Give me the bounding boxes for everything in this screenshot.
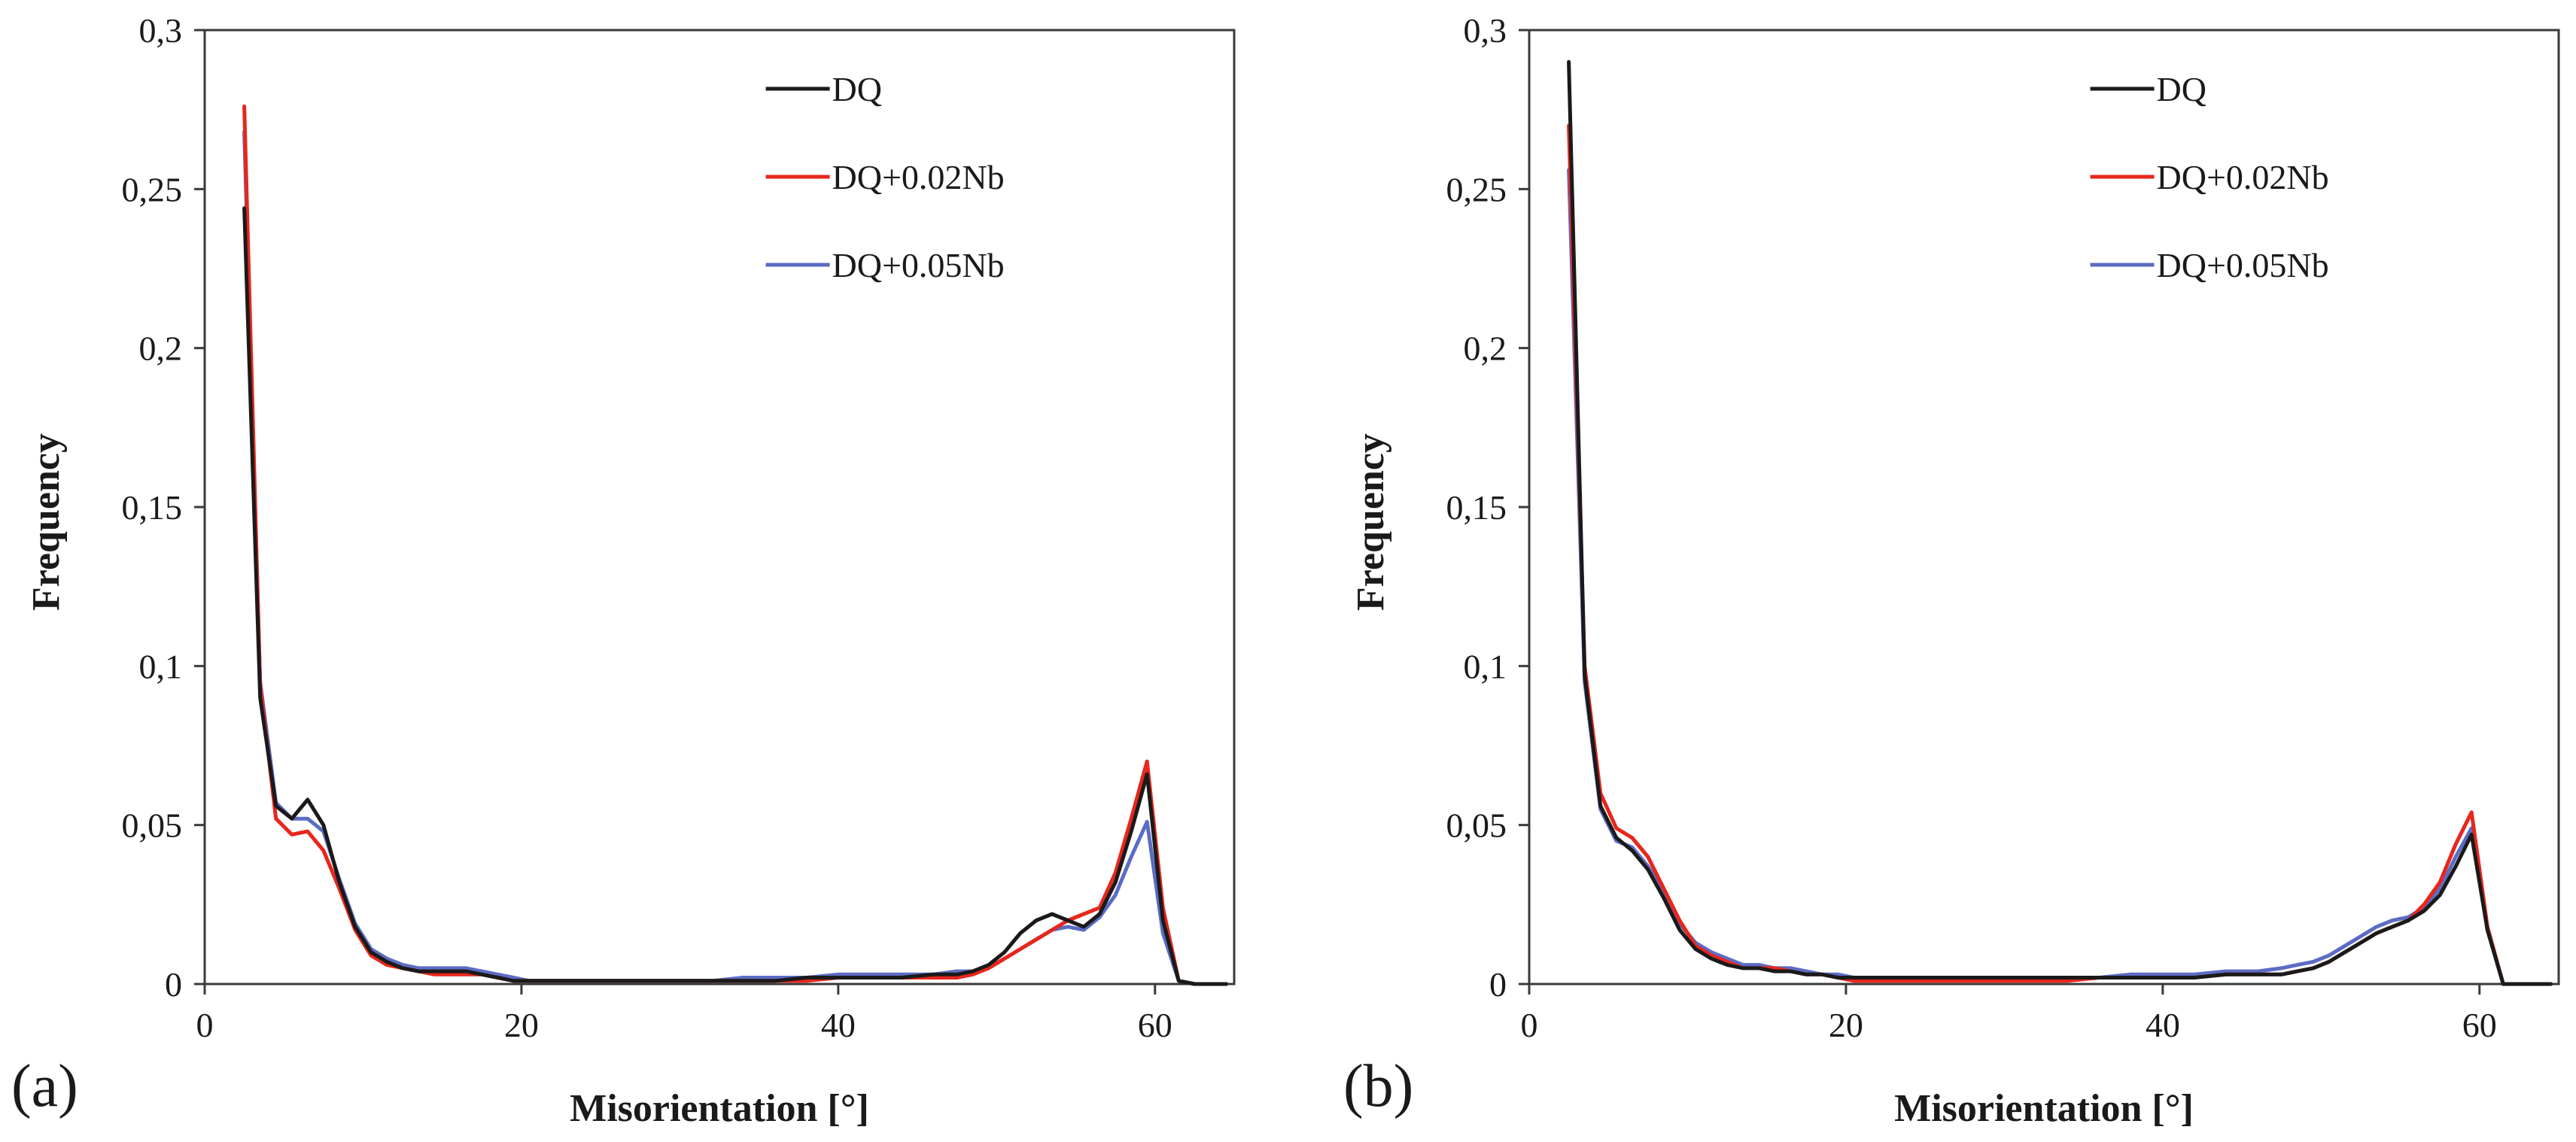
legend-label-dq-0-05nb: DQ+0.05Nb (2157, 246, 2329, 284)
y-tick-label: 0,3 (1464, 11, 1507, 50)
chart-panel-b: 0 0,05 0,1 0,15 0,2 0,25 0,3 0 20 40 60 Misorientat… (1343, 11, 2560, 1130)
plot-frame (1528, 29, 2560, 986)
y-tick-label: 0,05 (1446, 806, 1507, 845)
series-line-dq-0-02nb (1567, 123, 2553, 986)
x-tick-label: 60 (2462, 1006, 2497, 1044)
legend-label-dq: DQ (2157, 70, 2206, 108)
panel-label: (a) (11, 1053, 78, 1119)
x-tick-label: 20 (1829, 1006, 1863, 1044)
y-tick-label: 0,2 (139, 330, 183, 368)
y-tick-label: 0,25 (122, 170, 183, 208)
y-tick-label: 0,2 (1464, 330, 1507, 368)
series-line-dq-0-05nb (242, 129, 1228, 986)
series-line-dq (242, 206, 1228, 986)
y-tick-label: 0,05 (122, 806, 183, 845)
panel-label: (b) (1343, 1053, 1413, 1119)
series-line-dq-0-05nb (1567, 168, 2553, 986)
y-tick-label: 0,1 (139, 647, 183, 685)
x-axis-label: Misorientation [°] (1894, 1087, 2194, 1130)
series-line-dq (1567, 59, 2553, 986)
y-tick-label: 0,1 (1464, 647, 1507, 685)
y-tick-label: 0 (1489, 965, 1507, 1004)
y-tick-label: 0,15 (1446, 488, 1507, 527)
x-tick-label: 40 (2146, 1006, 2180, 1044)
legend-label-dq: DQ (832, 70, 882, 108)
legend-label-dq-0-02nb: DQ+0.02Nb (832, 158, 1005, 196)
plot-frame (203, 29, 1236, 986)
y-tick-label: 0,15 (122, 488, 183, 527)
y-tick-label: 0,3 (139, 11, 183, 50)
x-axis-label: Misorientation [°] (570, 1087, 869, 1130)
chart-panel-a: 0 0,05 0,1 0,15 0,2 0,25 0,3 0 20 40 60 Misorientat… (11, 11, 1236, 1130)
series-line-dq-0-02nb (242, 104, 1228, 986)
x-tick-label: 20 (504, 1006, 539, 1044)
x-tick-label: 0 (196, 1006, 214, 1044)
x-tick-label: 40 (821, 1006, 856, 1044)
y-axis-label: Frequency (25, 433, 68, 611)
x-tick-label: 0 (1521, 1006, 1538, 1044)
y-tick-label: 0 (165, 965, 182, 1004)
x-tick-label: 60 (1138, 1006, 1172, 1044)
legend-label-dq-0-05nb: DQ+0.05Nb (832, 246, 1005, 284)
legend-label-dq-0-02nb: DQ+0.02Nb (2157, 158, 2329, 196)
y-axis-label: Frequency (1349, 433, 1392, 611)
y-tick-label: 0,25 (1446, 170, 1507, 208)
